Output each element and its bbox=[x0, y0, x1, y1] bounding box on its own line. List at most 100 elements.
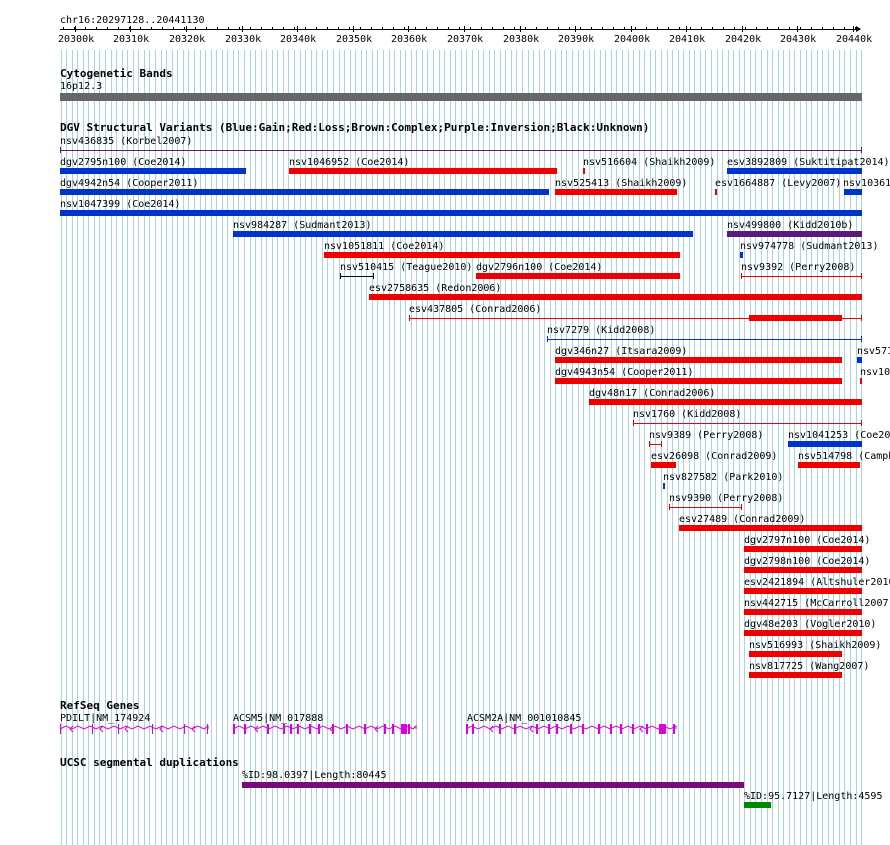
dgv-feature-subblock[interactable] bbox=[749, 315, 842, 321]
dgv-feature-label[interactable]: nsv1760 (Kidd2008) bbox=[633, 409, 742, 420]
dgv-feature-bar[interactable] bbox=[663, 483, 665, 489]
dgv-feature-label[interactable]: esv2758635 (Redon2006) bbox=[369, 283, 502, 294]
dgv-feature-label[interactable]: nsv1051811 (Coe2014) bbox=[324, 241, 445, 252]
ruler-minor-tick bbox=[151, 27, 152, 30]
ruler-major-tick bbox=[408, 26, 409, 32]
dgv-feature-label[interactable]: esv1664887 (Levy2007) bbox=[715, 178, 842, 189]
dgv-feature-bar[interactable] bbox=[744, 588, 862, 594]
dgv-feature-label[interactable]: nsv571 bbox=[857, 346, 890, 357]
dgv-feature-bar[interactable] bbox=[633, 423, 862, 424]
dgv-feature-label[interactable]: nsv1046952 (Coe2014) bbox=[289, 157, 410, 168]
dgv-feature-label[interactable]: nsv516993 (Shaikh2009) bbox=[749, 640, 882, 651]
dgv-feature-bar[interactable] bbox=[744, 609, 862, 615]
refseq-track-title[interactable]: RefSeq Genes bbox=[60, 699, 140, 712]
dgv-feature-bar[interactable] bbox=[744, 567, 862, 573]
ruler-major-tick bbox=[130, 26, 131, 32]
cyto-track-title[interactable]: Cytogenetic Bands bbox=[60, 67, 173, 80]
dgv-feature-bar[interactable] bbox=[860, 381, 862, 382]
dgv-feature-label[interactable]: nsv827582 (Park2010) bbox=[663, 472, 784, 483]
dgv-feature-label[interactable]: dgv4942n54 (Cooper2011) bbox=[60, 178, 199, 189]
dgv-feature-bar[interactable] bbox=[749, 672, 842, 678]
dgv-feature-label[interactable]: dgv48e203 (Vogler2010) bbox=[744, 619, 877, 630]
dgv-feature-label[interactable]: esv27489 (Conrad2009) bbox=[679, 514, 806, 525]
dgv-feature-bar[interactable] bbox=[60, 150, 862, 151]
dgv-feature-label[interactable]: nsv10 bbox=[860, 367, 890, 378]
dgv-feature-label[interactable]: nsv974778 (Sudmant2013) bbox=[740, 241, 879, 252]
dgv-feature-bar[interactable] bbox=[555, 378, 842, 384]
dgv-feature-bar[interactable] bbox=[289, 168, 557, 174]
dgv-feature-label[interactable]: nsv9390 (Perry2008) bbox=[669, 493, 784, 504]
dgv-feature-label[interactable]: nsv516604 (Shaikh2009) bbox=[583, 157, 716, 168]
segdup-bar[interactable] bbox=[744, 802, 771, 808]
dgv-feature-bar[interactable] bbox=[741, 276, 862, 277]
segdup-track-title[interactable]: UCSC segmental duplications bbox=[60, 756, 239, 769]
dgv-feature-label[interactable]: nsv7279 (Kidd2008) bbox=[547, 325, 656, 336]
dgv-feature-bar[interactable] bbox=[749, 651, 842, 657]
dgv-feature-label[interactable]: nsv442715 (McCarroll2007 bbox=[744, 598, 889, 609]
dgv-feature-bar[interactable] bbox=[324, 252, 680, 258]
dgv-feature-bar[interactable] bbox=[669, 507, 742, 508]
dgv-feature-label[interactable]: nsv499800 (Kidd2010b) bbox=[727, 220, 854, 231]
dgv-feature-label[interactable]: dgv2796n100 (Coe2014) bbox=[476, 262, 603, 273]
dgv-feature-label[interactable]: nsv10361 bbox=[843, 178, 890, 189]
dgv-feature-bar[interactable] bbox=[679, 525, 862, 531]
gene-models[interactable] bbox=[0, 720, 890, 740]
dgv-feature-bar[interactable] bbox=[727, 168, 862, 174]
dgv-feature-label[interactable]: dgv4943n54 (Cooper2011) bbox=[555, 367, 694, 378]
dgv-feature-label[interactable]: nsv817725 (Wang2007) bbox=[749, 661, 870, 672]
dgv-feature-label[interactable]: dgv48n17 (Conrad2006) bbox=[589, 388, 716, 399]
dgv-feature-label[interactable]: nsv1041253 (Coe20 bbox=[788, 430, 890, 441]
dgv-feature-bar[interactable] bbox=[589, 399, 862, 405]
dgv-feature-bar[interactable] bbox=[476, 273, 680, 279]
dgv-feature-bar[interactable] bbox=[547, 339, 862, 340]
ruler-arrow-icon bbox=[856, 26, 861, 32]
segdup-bar[interactable] bbox=[242, 782, 744, 788]
dgv-feature-label[interactable]: dgv2798n100 (Coe2014) bbox=[744, 556, 871, 567]
dgv-feature-label[interactable]: nsv514798 (Camph bbox=[798, 451, 890, 462]
dgv-feature-bar[interactable] bbox=[740, 252, 743, 258]
dgv-feature-label[interactable]: nsv436835 (Korbel2007) bbox=[60, 136, 193, 147]
dgv-feature-label[interactable]: dgv2795n100 (Coe2014) bbox=[60, 157, 187, 168]
dgv-feature-label[interactable]: nsv510415 (Teague2010) bbox=[340, 262, 473, 273]
dgv-feature-label[interactable]: esv2421894 (Altshuler2010 bbox=[744, 577, 890, 588]
dgv-feature-bar[interactable] bbox=[788, 441, 862, 447]
gene-label-acsm5[interactable]: ACSM5|NM_017888 bbox=[233, 713, 324, 724]
dgv-feature-label[interactable]: dgv2797n100 (Coe2014) bbox=[744, 535, 871, 546]
ruler-minor-tick bbox=[426, 27, 427, 30]
dgv-feature-bar[interactable] bbox=[744, 630, 862, 636]
dgv-feature-label[interactable]: esv26098 (Conrad2009) bbox=[651, 451, 778, 462]
dgv-feature-bar[interactable] bbox=[744, 546, 862, 552]
dgv-feature-label[interactable]: nsv9389 (Perry2008) bbox=[649, 430, 764, 441]
dgv-feature-bar[interactable] bbox=[369, 294, 862, 300]
dgv-track-title[interactable]: DGV Structural Variants (Blue:Gain;Red:L… bbox=[60, 121, 650, 134]
dgv-feature-bar[interactable] bbox=[555, 189, 677, 195]
dgv-feature-bar[interactable] bbox=[233, 231, 693, 237]
dgv-feature-bar[interactable] bbox=[60, 168, 246, 174]
gene-exon bbox=[332, 724, 334, 734]
dgv-feature-bar[interactable] bbox=[340, 276, 374, 277]
dgv-feature-label[interactable]: nsv1047399 (Coe2014) bbox=[60, 199, 181, 210]
dgv-feature-bar[interactable] bbox=[60, 210, 862, 216]
gene-label-pdilt[interactable]: PDILT|NM_174924 bbox=[60, 713, 151, 724]
dgv-feature-label[interactable]: esv437805 (Conrad2006) bbox=[409, 304, 542, 315]
gene-label-acsm2a[interactable]: ACSM2A|NM_001010845 bbox=[467, 713, 582, 724]
dgv-feature-bar[interactable] bbox=[798, 462, 860, 468]
dgv-feature-bar[interactable] bbox=[844, 189, 862, 195]
dgv-feature-bar[interactable] bbox=[857, 357, 862, 363]
dgv-feature-bar[interactable] bbox=[715, 189, 717, 195]
dgv-feature-label[interactable]: nsv984287 (Sudmant2013) bbox=[233, 220, 372, 231]
cyto-band[interactable] bbox=[60, 93, 862, 101]
dgv-feature-bar[interactable] bbox=[649, 444, 662, 445]
dgv-feature-bar[interactable] bbox=[727, 231, 862, 237]
dgv-feature-label[interactable]: nsv525413 (Shaikh2009) bbox=[555, 178, 688, 189]
dgv-feature-bar[interactable] bbox=[583, 168, 585, 174]
dgv-feature-bar[interactable] bbox=[60, 189, 549, 195]
dgv-feature-bar[interactable] bbox=[651, 462, 676, 468]
ruler-minor-tick bbox=[228, 27, 229, 30]
dgv-feature-label[interactable]: dgv346n27 (Itsara2009) bbox=[555, 346, 688, 357]
dgv-feature-bar[interactable] bbox=[409, 318, 862, 319]
segdup-label-2: %ID:95.7127|Length:4595 bbox=[744, 791, 883, 802]
dgv-feature-label[interactable]: nsv9392 (Perry2008) bbox=[741, 262, 856, 273]
dgv-feature-bar[interactable] bbox=[555, 357, 842, 363]
dgv-feature-label[interactable]: esv3892809 (Suktitipat2014) bbox=[727, 157, 890, 168]
